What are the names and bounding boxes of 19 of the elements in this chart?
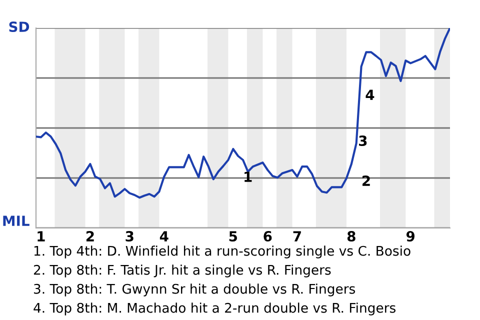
- x-tick-label: 5: [229, 231, 238, 242]
- text: 4. Top 8th: M. Machado hit a 2-run double vs R. Fingers: [34, 302, 396, 316]
- x-tick-label: 7: [293, 231, 301, 242]
- annotation: 3: [359, 136, 367, 146]
- text: 3. Top 8th: T. Gwynn Sr hit a double vs R. Fingers: [34, 284, 356, 296]
- x-tick-label: 6: [264, 231, 272, 242]
- x-tick-label: 9: [406, 231, 415, 242]
- x-tick-label: 3: [126, 231, 134, 242]
- annotation: 4: [366, 90, 374, 100]
- text: SD: [9, 22, 30, 32]
- x-tick-label: 4: [160, 231, 168, 242]
- annotation: 1: [244, 172, 252, 182]
- x-tick-label: 8: [347, 231, 356, 242]
- text: MIL: [3, 216, 30, 226]
- annotation: 2: [362, 176, 370, 186]
- x-tick-label: 1: [38, 231, 45, 242]
- x-tick-label: 2: [86, 231, 94, 242]
- text: 2. Top 8th: F. Tatis Jr. hit a single vs R. Fingers: [34, 264, 331, 278]
- text: 1. Top 4th: D. Winfield hit a run-scoring single vs C. Bosio: [34, 246, 410, 258]
